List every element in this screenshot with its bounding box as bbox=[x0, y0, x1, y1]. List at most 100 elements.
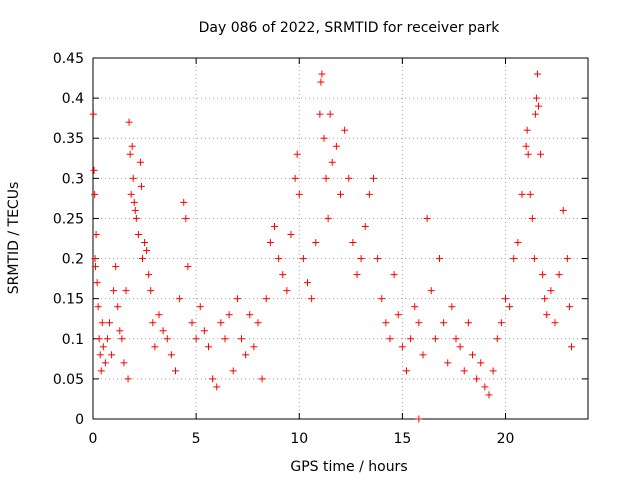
data-point bbox=[349, 239, 357, 247]
data-point bbox=[275, 255, 283, 263]
data-point bbox=[279, 271, 287, 279]
data-point bbox=[93, 279, 101, 287]
plot-frame bbox=[92, 57, 589, 420]
data-point bbox=[394, 311, 402, 319]
y-tick-labels: 0 0.05 0.1 0.15 0.2 0.25 0.3 0.35 0.4 0.45 bbox=[53, 51, 84, 428]
data-point bbox=[262, 295, 270, 303]
data-point bbox=[136, 158, 144, 166]
data-point bbox=[92, 230, 100, 238]
data-point bbox=[182, 214, 190, 222]
data-point bbox=[531, 110, 539, 118]
data-point bbox=[489, 367, 497, 375]
x-tick-label: 10 bbox=[290, 431, 308, 447]
data-point bbox=[221, 335, 229, 343]
data-point bbox=[295, 190, 303, 198]
data-point bbox=[506, 303, 514, 311]
data-point bbox=[98, 319, 106, 327]
data-point bbox=[283, 287, 291, 295]
data-point bbox=[502, 295, 509, 303]
data-point bbox=[444, 359, 452, 367]
data-point bbox=[328, 158, 336, 166]
x-tick-label: 5 bbox=[192, 431, 201, 447]
data-point bbox=[357, 255, 365, 263]
data-point bbox=[456, 343, 464, 351]
data-point bbox=[320, 134, 328, 142]
data-point bbox=[365, 190, 373, 198]
y-tick-label: 0.3 bbox=[62, 171, 84, 187]
data-point bbox=[539, 271, 547, 279]
data-point bbox=[464, 319, 472, 327]
data-point bbox=[128, 142, 136, 150]
data-point bbox=[184, 263, 192, 271]
data-point bbox=[452, 335, 460, 343]
data-point bbox=[116, 327, 124, 335]
data-point bbox=[485, 391, 493, 399]
y-tick-label: 0 bbox=[75, 412, 84, 428]
x-tick-label: 15 bbox=[393, 431, 411, 447]
data-point bbox=[551, 319, 559, 327]
data-point bbox=[132, 214, 140, 222]
data-point bbox=[568, 343, 575, 351]
data-point bbox=[440, 319, 448, 327]
data-point bbox=[91, 255, 99, 263]
data-point bbox=[106, 319, 113, 327]
data-point bbox=[110, 287, 118, 295]
data-point bbox=[493, 335, 501, 343]
data-point bbox=[229, 367, 237, 375]
data-point bbox=[423, 214, 431, 222]
data-point bbox=[151, 343, 159, 351]
data-point bbox=[90, 166, 98, 174]
data-point bbox=[89, 110, 97, 118]
data-point bbox=[209, 375, 217, 383]
data-point bbox=[532, 94, 540, 102]
data-point bbox=[322, 174, 330, 182]
data-point bbox=[407, 335, 415, 343]
data-point bbox=[137, 182, 145, 190]
data-point bbox=[180, 198, 188, 206]
data-point bbox=[101, 359, 109, 367]
data-point bbox=[250, 343, 258, 351]
y-tick-label: 0.4 bbox=[62, 91, 84, 107]
data-point bbox=[118, 335, 126, 343]
data-point bbox=[213, 383, 221, 391]
data-point bbox=[188, 319, 196, 327]
data-point bbox=[99, 343, 107, 351]
data-point bbox=[271, 222, 278, 230]
data-point bbox=[431, 335, 439, 343]
data-point bbox=[167, 351, 175, 359]
data-point bbox=[530, 255, 538, 263]
data-point bbox=[293, 150, 301, 158]
data-point bbox=[341, 126, 349, 134]
data-point bbox=[541, 295, 549, 303]
data-point bbox=[139, 255, 146, 263]
y-tick-label: 0.25 bbox=[53, 211, 84, 227]
data-point bbox=[337, 190, 344, 198]
data-point bbox=[345, 174, 353, 182]
x-tick-label: 0 bbox=[89, 431, 98, 447]
data-point bbox=[159, 327, 167, 335]
data-point bbox=[266, 239, 274, 247]
data-point bbox=[386, 335, 394, 343]
data-point bbox=[96, 351, 104, 359]
y-tick-label: 0.15 bbox=[53, 292, 84, 308]
data-point bbox=[411, 303, 419, 311]
data-point bbox=[398, 343, 406, 351]
data-point bbox=[415, 415, 423, 423]
data-point bbox=[332, 142, 340, 150]
data-point bbox=[258, 375, 266, 383]
data-point bbox=[518, 190, 526, 198]
data-point bbox=[523, 126, 531, 134]
data-point bbox=[460, 367, 468, 375]
data-point bbox=[353, 271, 361, 279]
data-point bbox=[390, 271, 398, 279]
data-point bbox=[304, 279, 311, 287]
data-point bbox=[378, 295, 386, 303]
data-point bbox=[374, 255, 382, 263]
data-point bbox=[316, 110, 324, 118]
data-point bbox=[361, 222, 369, 230]
data-point bbox=[299, 255, 307, 263]
data-point bbox=[94, 303, 102, 311]
data-point bbox=[114, 303, 122, 311]
data-point bbox=[147, 287, 155, 295]
